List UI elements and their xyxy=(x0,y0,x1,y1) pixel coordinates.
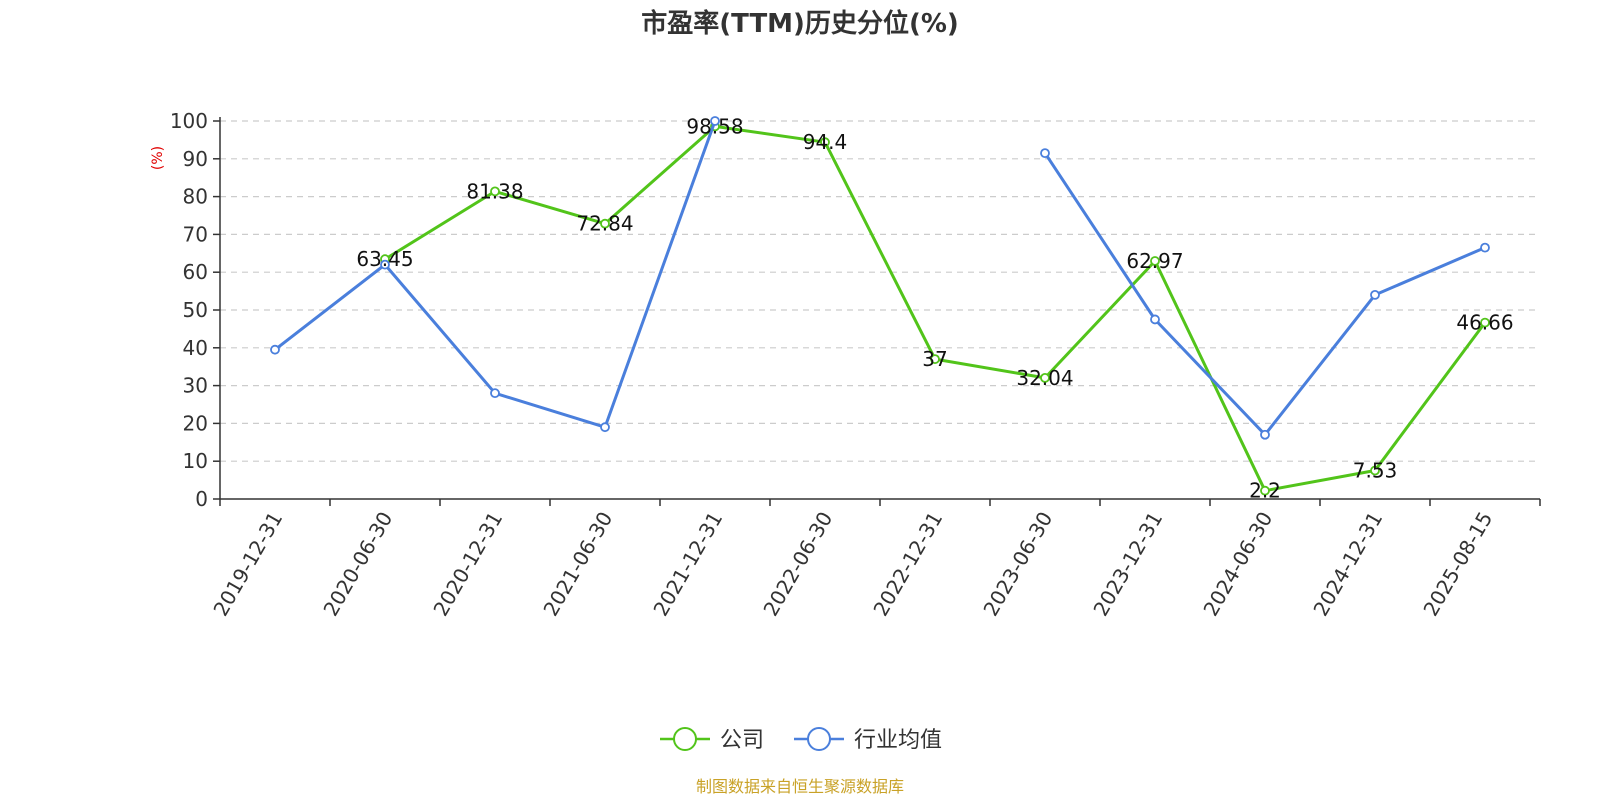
x-tick-label: 2022-12-31 xyxy=(868,508,947,621)
x-tick-label: 2019-12-31 xyxy=(208,508,287,621)
y-tick-label: 60 xyxy=(183,260,208,284)
data-point xyxy=(1480,317,1490,328)
data-point xyxy=(600,422,610,433)
legend[interactable]: 公司 行业均值 xyxy=(660,727,942,753)
data-label: 37 xyxy=(922,347,947,371)
data-label: 46.66 xyxy=(1456,311,1513,335)
source-note: 制图数据来自恒生聚源数据库 xyxy=(696,777,904,796)
data-point xyxy=(1040,372,1050,383)
legend-label: 公司 xyxy=(720,728,764,753)
x-tick-label: 2024-12-31 xyxy=(1308,508,1387,621)
grid xyxy=(220,120,1540,462)
data-point xyxy=(1150,256,1160,266)
y-tick-label: 0 xyxy=(195,487,208,511)
y-tick-label: 70 xyxy=(183,222,208,246)
data-label: 81.38 xyxy=(466,179,523,203)
data-point xyxy=(1260,485,1270,496)
x-tick-label: 2021-06-30 xyxy=(538,508,617,621)
x-tick-label: 2023-12-31 xyxy=(1088,508,1167,621)
data-label: 98.58 xyxy=(686,114,743,138)
x-tick-label: 2020-12-31 xyxy=(428,508,507,621)
y-tick-label: 10 xyxy=(183,449,208,473)
data-point xyxy=(1040,148,1050,159)
data-point xyxy=(1480,242,1490,253)
data-label: 63.45 xyxy=(356,247,413,271)
data-label: 62.97 xyxy=(1126,249,1183,273)
y-tick-label: 90 xyxy=(183,147,208,171)
data-point xyxy=(710,116,720,126)
data-label: 7.53 xyxy=(1353,459,1398,483)
data-point xyxy=(1260,429,1270,440)
data-point xyxy=(270,344,280,355)
y-tick-label: 80 xyxy=(183,185,208,209)
data-point xyxy=(600,218,610,229)
y-axis-label: (%) xyxy=(150,146,166,170)
x-tick-label: 2024-06-30 xyxy=(1198,508,1277,621)
axes: 0 10 20 30 40 50 60 70 80 90 100 2019-12-31 2020-06-… xyxy=(170,109,1541,621)
x-tick-label: 2023-06-30 xyxy=(978,508,1057,621)
data-point xyxy=(490,186,500,197)
y-tick-label: 30 xyxy=(183,374,208,398)
x-tick-label: 2025-08-15 xyxy=(1418,508,1497,621)
data-point xyxy=(1370,289,1380,300)
data-label: 2.2 xyxy=(1249,479,1281,503)
data-label: 94.4 xyxy=(803,130,848,154)
data-label: 32.04 xyxy=(1016,366,1073,390)
legend-item[interactable]: 行业均值 xyxy=(794,727,942,753)
chart-title: 市盈率(TTM)历史分位(%) xyxy=(641,8,959,39)
y-tick-label: 50 xyxy=(183,298,208,322)
y-tick-label: 100 xyxy=(170,109,208,133)
data-label: 72.84 xyxy=(576,212,633,236)
data-point xyxy=(380,259,390,270)
data-point xyxy=(1150,314,1160,325)
legend-item[interactable]: 公司 xyxy=(660,727,764,753)
x-tick-label: 2021-12-31 xyxy=(648,508,727,621)
series-line xyxy=(384,124,1487,493)
x-tick-label: 2022-06-30 xyxy=(758,508,837,621)
legend-circle-icon xyxy=(807,727,831,751)
legend-label: 行业均值 xyxy=(854,728,942,753)
data-point xyxy=(1370,465,1380,476)
y-tick-label: 20 xyxy=(183,411,208,435)
series-line xyxy=(274,120,1486,437)
data-point xyxy=(490,388,500,399)
x-tick-label: 2020-06-30 xyxy=(318,508,397,621)
data-labels: 63.45 81.38 72.84 98.58 94.4 37 32.04 62.97 2.2 7… xyxy=(356,114,1513,502)
y-tick-label: 40 xyxy=(183,336,208,360)
legend-circle-icon xyxy=(673,727,697,751)
data-point xyxy=(930,354,940,365)
series-layer xyxy=(270,116,1490,496)
data-point xyxy=(820,137,830,148)
